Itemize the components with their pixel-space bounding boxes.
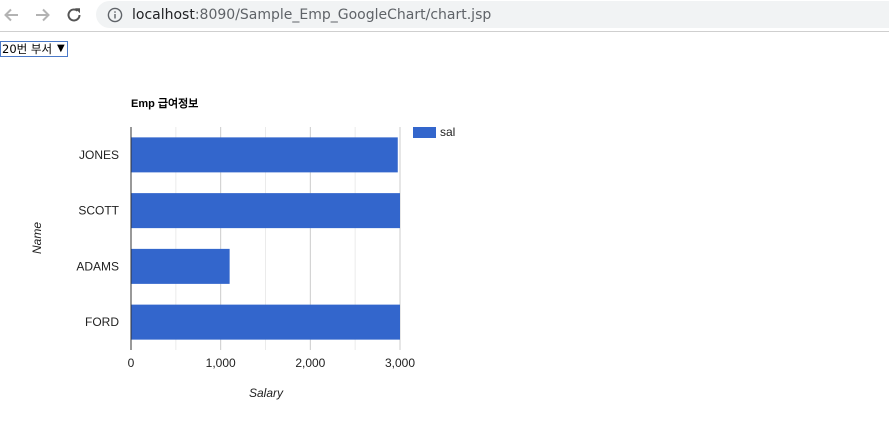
forward-button[interactable] [30, 3, 54, 27]
x-tick-labels: 0 1,000 2,000 3,000 [128, 356, 416, 370]
department-select-value: 20번 부서 [2, 42, 53, 56]
y-tick-label: ADAMS [76, 259, 119, 273]
info-icon[interactable] [107, 7, 123, 23]
bar [131, 137, 398, 173]
arrow-right-icon [36, 8, 50, 22]
browser-toolbar: localhost:8090/Sample_Emp_GoogleChart/ch… [0, 0, 889, 32]
x-tick-label: 2,000 [295, 356, 325, 370]
department-select[interactable]: 20번 부서 ▼ [0, 41, 68, 57]
x-tick-label: 3,000 [385, 356, 415, 370]
url-host: localhost [132, 6, 195, 23]
chart-title: Emp 급여정보 [131, 96, 198, 110]
x-tick-label: 0 [128, 356, 135, 370]
legend: sal [413, 125, 455, 139]
bars [131, 137, 400, 340]
arrow-left-icon [4, 8, 18, 22]
reload-button[interactable] [62, 3, 86, 27]
y-axis-title: Name [30, 222, 44, 254]
legend-label: sal [440, 125, 455, 139]
y-tick-labels: JONES SCOTT ADAMS FORD [76, 148, 119, 329]
y-tick-label: JONES [79, 148, 119, 162]
x-axis-title: Salary [249, 386, 284, 400]
back-button[interactable] [0, 3, 24, 27]
reload-icon [67, 8, 81, 22]
legend-swatch [413, 127, 436, 138]
address-bar[interactable]: localhost:8090/Sample_Emp_GoogleChart/ch… [96, 1, 889, 28]
y-tick-label: FORD [85, 315, 119, 329]
y-tick-label: SCOTT [78, 204, 119, 218]
dropdown-arrow-icon: ▼ [57, 43, 65, 54]
x-tick-label: 1,000 [206, 356, 236, 370]
bar [131, 248, 230, 284]
bar [131, 193, 400, 229]
url-path: :8090/Sample_Emp_GoogleChart/chart.jsp [194, 6, 492, 23]
bar [131, 304, 400, 340]
